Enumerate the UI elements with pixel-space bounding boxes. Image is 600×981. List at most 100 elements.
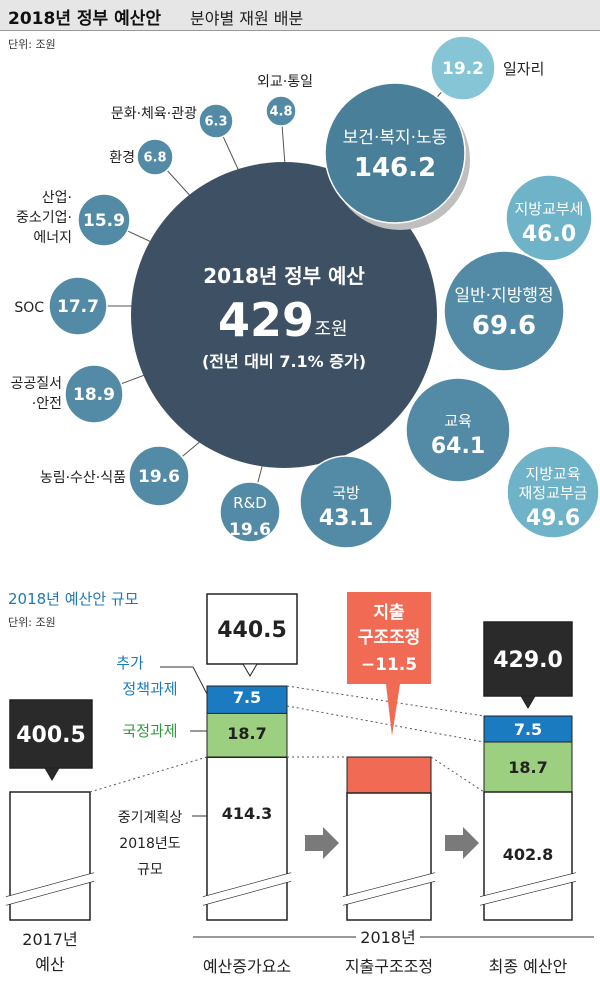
legend-base: 2018년도 (119, 836, 181, 852)
bar-value: 18.7 (508, 758, 547, 777)
bubble-value: 43.1 (319, 506, 373, 531)
total-bubble (131, 162, 437, 468)
total-unit: 조원 (314, 319, 347, 340)
bar-unit-label: 단위: 조원 (8, 616, 56, 629)
bubble-보건·복지·노동 (324, 82, 466, 224)
restructuring-callout-label: 지출 (373, 603, 405, 623)
total-2017-pointer (44, 767, 60, 781)
bubble-지방교부세 (505, 174, 593, 262)
bubble-label: 교육 (444, 412, 472, 430)
guide-line (286, 705, 485, 743)
bubble-문화·체육·관광 (198, 103, 234, 139)
bubble-outside-label: 문화·체육·관광 (111, 106, 197, 122)
guide-line (286, 685, 485, 717)
legend-additional: 정책과제 (122, 680, 177, 698)
bubble-value: 69.6 (472, 311, 536, 341)
x-label: 최종 예산안 (489, 957, 568, 976)
bubble-value: 146.2 (354, 153, 436, 183)
legend-base: 중기계획상 (118, 810, 183, 826)
bubble-국방 (299, 455, 393, 549)
header-divider (0, 30, 600, 31)
bubble-label: 국방 (332, 484, 360, 502)
restructuring-callout-label: 구조조정 (358, 628, 421, 648)
bubble-value: 19.2 (442, 59, 484, 79)
restructuring-callout-pointer (386, 684, 400, 736)
bubble-label: 지방교육 (525, 465, 580, 483)
bubble-공공질서·안전 (64, 364, 124, 424)
bubble-일반·지방행정 (443, 250, 565, 372)
total-final-box (483, 621, 573, 697)
bubble-value: 6.3 (204, 115, 227, 130)
legend-leader (192, 666, 208, 695)
flow-arrow (445, 827, 479, 859)
legend-national: 국정과제 (122, 722, 177, 740)
header-bar: 2018년 정부 예산안 분야별 재원 배분 (0, 0, 600, 30)
axis-break-gap (203, 873, 291, 905)
bubble-농림·수산·식품 (128, 445, 190, 507)
bubble-outside-label: 산업· (42, 190, 72, 206)
x-label: 지출구조조정 (345, 957, 433, 976)
bubble-outside-label: SOC (14, 300, 44, 316)
bubble-value: 4.8 (269, 105, 292, 120)
bubble-교육 (405, 377, 511, 483)
total-note: (전년 대비 7.1% 증가) (202, 352, 366, 371)
total-final-pointer (520, 695, 536, 709)
bubble-산업·중소기업·에너지 (77, 193, 131, 247)
x-label: 예산증가요소 (203, 957, 291, 976)
bar-value: 402.8 (503, 845, 554, 864)
page-title: 2018년 정부 예산안 (8, 9, 161, 29)
restructuring-callout-value: −11.5 (361, 655, 417, 675)
axis-break-gap (343, 873, 435, 905)
bubble-value: 15.9 (83, 211, 125, 231)
flow-arrow (305, 827, 339, 859)
bubble-value: 19.6 (138, 467, 180, 487)
bubble-outside-label: 일자리 (503, 60, 544, 78)
page-subtitle: 분야별 재원 배분 (190, 9, 304, 28)
group-label: 2018년 (360, 928, 415, 947)
bubble-외교·통일 (265, 95, 297, 127)
axis-break-gap (6, 873, 94, 905)
bubble-value: 17.7 (57, 297, 99, 317)
bubble-outside-label: 에너지 (33, 230, 72, 246)
total-label: 2018년 정부 예산 (203, 264, 365, 288)
bubble-R&D (219, 481, 281, 543)
guide-line (89, 756, 208, 793)
bubble-label: 일반·지방행정 (454, 286, 553, 306)
x-label: 예산 (35, 955, 65, 974)
total-increase-value: 440.5 (217, 618, 287, 643)
total-value: 429 (218, 293, 314, 347)
bubble-outside-label: 중소기업· (16, 210, 72, 226)
bar-seg-additional (483, 715, 573, 743)
bubble-SOC (48, 276, 108, 336)
x-label: 2017년 (22, 930, 77, 949)
bubble-outside-label: 환경 (109, 150, 135, 166)
bubble-지방교육재정교부금 (506, 445, 600, 539)
bubble-outside-label: 농림·수산·식품 (40, 470, 126, 486)
bubble-outside-label: 외교·통일 (257, 74, 313, 90)
total-increase-pointer (242, 663, 258, 677)
bar-value: 7.5 (514, 720, 542, 739)
legend-base: 규모 (137, 862, 163, 878)
bubble-value: 49.6 (526, 506, 580, 531)
bubble-outside-label: ·안전 (32, 396, 62, 412)
bar-chart-title: 2018년 예산안 규모 (8, 590, 139, 608)
bubble-value: 18.9 (73, 385, 115, 405)
bubble-unit-label: 단위: 조원 (8, 38, 56, 51)
bubble-일자리 (430, 35, 496, 101)
bubble-value: 6.8 (143, 151, 166, 166)
group-bracket-gap (356, 928, 420, 946)
restructuring-callout-box (347, 592, 431, 684)
bar-seg-additional (206, 685, 288, 714)
bar-value: 18.7 (227, 724, 266, 743)
bar-seg-restructuring (346, 756, 432, 794)
total-2017-value: 400.5 (16, 723, 86, 748)
total-final-value: 429.0 (493, 648, 563, 673)
bar-value: 414.3 (222, 804, 273, 823)
bubble-value: 19.6 (229, 520, 271, 540)
bar-seg-national (206, 712, 288, 758)
bubble-환경 (136, 138, 174, 176)
bar-seg-national (483, 741, 573, 793)
bubble-label: 재정교부금 (518, 484, 587, 502)
axis-break-gap (480, 873, 576, 905)
